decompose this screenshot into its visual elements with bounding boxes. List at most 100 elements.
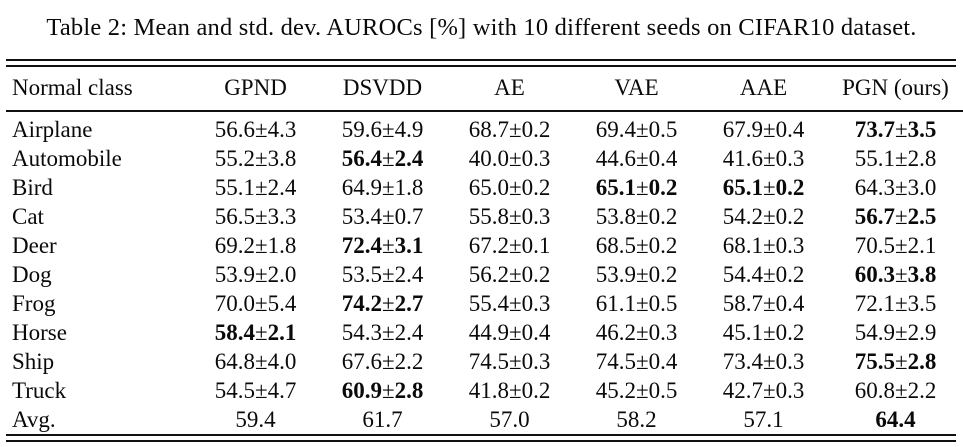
value-cell: 68.1±0.3 [722,233,805,258]
column-header-ae: AE [446,67,573,112]
row-label: Automobile [12,146,122,171]
value-cell: 56.7±2.5 [854,204,937,229]
value-cell: 56.2±0.2 [468,262,551,287]
table-row-ship: Ship 64.8±4.0 67.6±2.2 74.5±0.3 74.5±0.4 73.4… [6,347,963,376]
row-label: Frog [12,291,56,316]
column-header-normal-class: Normal class [6,67,192,112]
value-cell: 57.0 [489,407,530,432]
table-header-row: Normal class GPND DSVDD AE VAE AAE PGN (ours) [6,67,963,112]
table-caption: Table 2: Mean and std. dev. AUROCs [%] w… [46,14,917,41]
value-cell: 69.4±0.5 [595,117,678,142]
row-label: Truck [12,378,67,403]
value-cell: 65.1±0.2 [722,175,805,200]
column-header-pgn-ours: PGN (ours) [827,67,963,112]
column-header-dsvdd: DSVDD [319,67,446,112]
value-cell: 56.4±2.4 [341,146,424,171]
value-cell: 68.7±0.2 [468,117,551,142]
table-row-bird: Bird 55.1±2.4 64.9±1.8 65.0±0.2 65.1±0.2 65.1… [6,173,963,202]
row-label: Avg. [12,407,56,432]
value-cell: 64.3±3.0 [854,175,937,200]
table-row-avg: Avg. 59.4 61.7 57.0 58.2 57.1 64.4 [6,405,963,434]
column-header-gpnd: GPND [192,67,319,112]
value-cell: 67.9±0.4 [722,117,805,142]
row-label: Airplane [12,117,93,142]
value-cell: 65.1±0.2 [595,175,678,200]
value-cell: 73.7±3.5 [854,117,937,142]
value-cell: 75.5±2.8 [854,349,937,374]
value-cell: 67.2±0.1 [468,233,551,258]
value-cell: 72.1±3.5 [854,291,937,316]
row-label: Deer [12,233,57,258]
table-row-frog: Frog 70.0±5.4 74.2±2.7 55.4±0.3 61.1±0.5 58.7… [6,289,963,318]
value-cell: 53.9±0.2 [595,262,678,287]
value-cell: 53.4±0.7 [341,204,424,229]
value-cell: 64.4 [875,407,916,432]
value-cell: 53.8±0.2 [595,204,678,229]
column-header-vae: VAE [573,67,700,112]
value-cell: 54.9±2.9 [854,320,937,345]
table-row-airplane: Airplane 56.6±4.3 59.6±4.9 68.7±0.2 69.4±0.5… [6,111,963,144]
table-bottom-rule [6,434,956,442]
value-cell: 56.5±3.3 [214,204,297,229]
value-cell: 60.9±2.8 [341,378,424,403]
value-cell: 53.5±2.4 [341,262,424,287]
value-cell: 41.8±0.2 [468,378,551,403]
value-cell: 64.8±4.0 [214,349,297,374]
table-row-automobile: Automobile 55.2±3.8 56.4±2.4 40.0±0.3 44.6±0… [6,144,963,173]
value-cell: 61.7 [362,407,403,432]
value-cell: 68.5±0.2 [595,233,678,258]
table-top-rule [6,59,956,67]
value-cell: 45.1±0.2 [722,320,805,345]
table-row-truck: Truck 54.5±4.7 60.9±2.8 41.8±0.2 45.2±0.5 42.… [6,376,963,405]
column-header-aae: AAE [700,67,827,112]
value-cell: 40.0±0.3 [468,146,551,171]
value-cell: 55.4±0.3 [468,291,551,316]
value-cell: 67.6±2.2 [341,349,424,374]
value-cell: 74.5±0.3 [468,349,551,374]
value-cell: 65.0±0.2 [468,175,551,200]
value-cell: 60.8±2.2 [854,378,937,403]
value-cell: 53.9±2.0 [214,262,297,287]
value-cell: 44.9±0.4 [468,320,551,345]
value-cell: 44.6±0.4 [595,146,678,171]
value-cell: 55.2±3.8 [214,146,297,171]
value-cell: 45.2±0.5 [595,378,678,403]
value-cell: 54.2±0.2 [722,204,805,229]
value-cell: 74.2±2.7 [341,291,424,316]
results-table: Normal class GPND DSVDD AE VAE AAE PGN (ours) … [6,67,963,434]
table-header: Normal class GPND DSVDD AE VAE AAE PGN (ours) [6,67,963,112]
table-row-deer: Deer 69.2±1.8 72.4±3.1 67.2±0.1 68.5±0.2 68.1… [6,231,963,260]
row-label: Bird [12,175,53,200]
value-cell: 55.1±2.8 [854,146,937,171]
value-cell: 70.5±2.1 [854,233,937,258]
value-cell: 61.1±0.5 [595,291,678,316]
value-cell: 74.5±0.4 [595,349,678,374]
value-cell: 73.4±0.3 [722,349,805,374]
value-cell: 58.7±0.4 [722,291,805,316]
value-cell: 41.6±0.3 [722,146,805,171]
row-label: Horse [12,320,67,345]
value-cell: 72.4±3.1 [341,233,424,258]
results-table-container: Normal class GPND DSVDD AE VAE AAE PGN (ours) … [6,59,963,442]
value-cell: 59.6±4.9 [341,117,424,142]
row-label: Cat [12,204,44,229]
table-body: Airplane 56.6±4.3 59.6±4.9 68.7±0.2 69.4±0.5… [6,111,963,434]
row-label: Dog [12,262,52,287]
value-cell: 60.3±3.8 [854,262,937,287]
value-cell: 54.4±0.2 [722,262,805,287]
value-cell: 46.2±0.3 [595,320,678,345]
value-cell: 55.8±0.3 [468,204,551,229]
value-cell: 58.4±2.1 [214,320,297,345]
table-row-cat: Cat 56.5±3.3 53.4±0.7 55.8±0.3 53.8±0.2 54.2±… [6,202,963,231]
value-cell: 56.6±4.3 [214,117,297,142]
value-cell: 57.1 [743,407,784,432]
table-row-dog: Dog 53.9±2.0 53.5±2.4 56.2±0.2 53.9±0.2 54.4±… [6,260,963,289]
value-cell: 54.5±4.7 [214,378,297,403]
value-cell: 59.4 [235,407,276,432]
value-cell: 64.9±1.8 [341,175,424,200]
value-cell: 55.1±2.4 [214,175,297,200]
value-cell: 54.3±2.4 [341,320,424,345]
table-row-horse: Horse 58.4±2.1 54.3±2.4 44.9±0.4 46.2±0.3 45.… [6,318,963,347]
row-label: Ship [12,349,55,374]
